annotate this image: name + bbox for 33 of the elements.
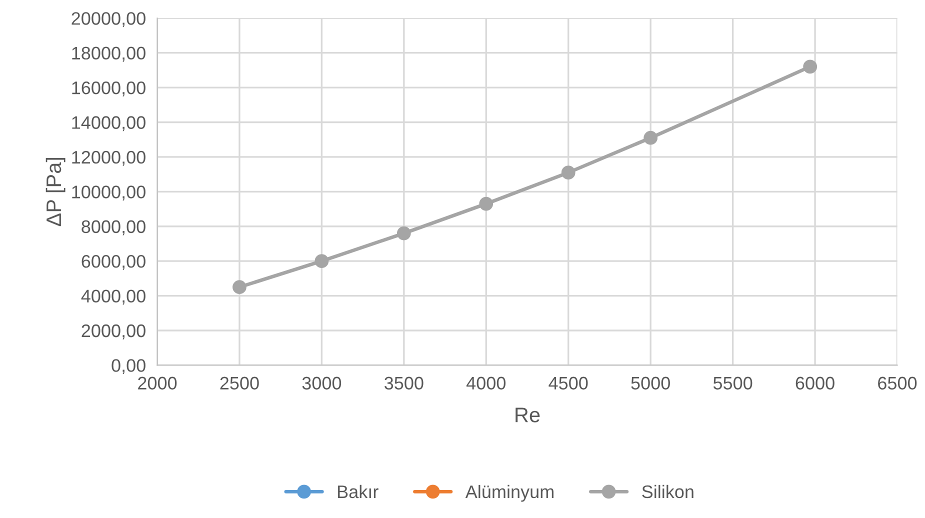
y-tick-label: 18000,00 xyxy=(72,46,146,62)
point xyxy=(396,226,411,240)
y-tick-label: 2000,00 xyxy=(82,324,146,340)
y-tick-label: 16000,00 xyxy=(72,81,146,96)
x-tick-label: 5000 xyxy=(631,376,670,390)
y-axis-title: ΔP [Pa] xyxy=(46,158,66,226)
point xyxy=(644,130,658,145)
point xyxy=(561,166,576,180)
x-tick-label: 2500 xyxy=(220,376,259,390)
legend-label: Silikon xyxy=(642,484,694,498)
x-tick-label: 3500 xyxy=(384,376,424,390)
x-tick-label: 4000 xyxy=(466,376,506,390)
x-tick-label: 6000 xyxy=(796,376,834,390)
legend-label: Bakır xyxy=(338,484,378,498)
y-tick-label: 10000,00 xyxy=(72,186,146,201)
legend-label: Alüminyum xyxy=(465,484,554,502)
x-tick-label: 3000 xyxy=(302,376,342,390)
x-axis-title: Re xyxy=(516,408,540,422)
x-tick-label: 2000 xyxy=(138,376,177,390)
x-tick-label: 4500 xyxy=(548,376,588,390)
y-tick-label: 12000,00 xyxy=(72,150,146,166)
point xyxy=(803,60,818,74)
x-tick-label: 5500 xyxy=(713,376,752,390)
point xyxy=(479,196,494,211)
y-tick-label: 20000,00 xyxy=(72,12,146,27)
point xyxy=(314,254,329,268)
y-tick-label: 6000,00 xyxy=(82,255,146,270)
x-tick-label: 6500 xyxy=(878,376,917,390)
y-tick-label: 8000,00 xyxy=(82,220,146,236)
y-tick-label: 4000,00 xyxy=(81,290,146,305)
y-tick-label: 14000,00 xyxy=(72,116,146,132)
point xyxy=(232,280,246,294)
y-tick-label: 0,00 xyxy=(112,359,146,374)
